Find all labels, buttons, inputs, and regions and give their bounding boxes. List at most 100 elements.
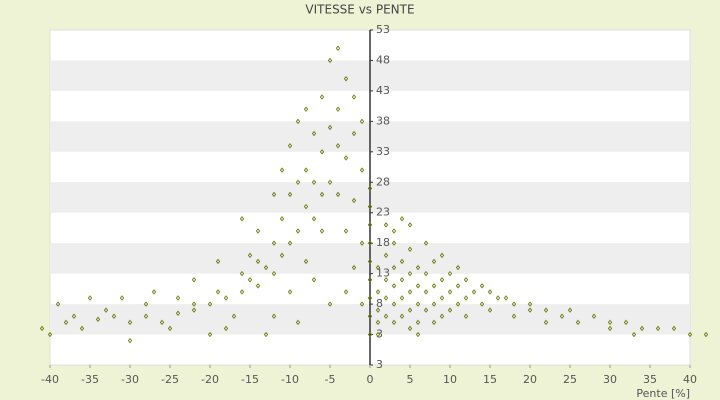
point [319, 228, 325, 234]
point [295, 118, 301, 125]
point [407, 325, 413, 332]
point [247, 252, 253, 259]
point [399, 277, 405, 283]
point [423, 270, 429, 277]
point [375, 331, 381, 338]
point [367, 313, 373, 319]
x-tick-label: -30 [121, 373, 139, 386]
point [391, 301, 397, 307]
point [247, 277, 253, 283]
point [431, 319, 437, 326]
x-tick-label: -15 [241, 373, 259, 386]
point [455, 283, 461, 289]
point [383, 295, 389, 301]
point [431, 283, 437, 289]
point [335, 106, 341, 112]
point [311, 130, 317, 137]
point [623, 319, 629, 326]
point [415, 264, 421, 271]
point [191, 301, 197, 307]
point [327, 57, 333, 64]
point [119, 295, 125, 301]
point [359, 240, 365, 246]
x-tick-label: -35 [81, 373, 99, 386]
y-tick-label: 48 [376, 53, 390, 66]
point [367, 203, 373, 210]
point [487, 307, 493, 313]
point [287, 240, 293, 246]
x-tick-label: 35 [643, 373, 657, 386]
point [215, 258, 221, 265]
point [359, 301, 365, 307]
point [255, 228, 261, 234]
x-tick-label: 10 [443, 373, 457, 386]
point [407, 270, 413, 277]
point [367, 277, 373, 283]
point [287, 191, 293, 198]
point [295, 319, 301, 326]
point [295, 179, 301, 185]
x-tick-label: 5 [407, 373, 414, 386]
point [463, 277, 469, 283]
point [543, 319, 549, 326]
point [407, 246, 413, 252]
y-tick-label: 18 [376, 236, 390, 249]
point [527, 301, 533, 307]
point [279, 216, 285, 222]
point [423, 307, 429, 313]
point [327, 179, 333, 185]
point [255, 283, 261, 289]
point [383, 252, 389, 259]
point [343, 289, 349, 295]
y-tick-label: 23 [376, 206, 390, 219]
point [463, 295, 469, 301]
y-tick-label: 8 [376, 297, 383, 310]
point [415, 301, 421, 307]
x-tick-label: 0 [367, 373, 374, 386]
point [351, 197, 357, 204]
point [367, 222, 373, 228]
x-tick-label: 20 [523, 373, 537, 386]
point [327, 301, 333, 307]
point [271, 240, 277, 246]
point [351, 130, 357, 137]
point [207, 331, 213, 338]
point [191, 307, 197, 313]
point [175, 310, 181, 316]
point [399, 258, 405, 265]
point [287, 289, 293, 295]
point [367, 240, 373, 246]
point [223, 295, 229, 301]
point [359, 167, 365, 173]
point [303, 106, 309, 112]
point [351, 264, 357, 271]
point [375, 289, 381, 295]
point [447, 270, 453, 277]
point [391, 264, 397, 271]
point [631, 331, 637, 338]
point [239, 270, 245, 277]
point [687, 331, 693, 338]
point [383, 313, 389, 319]
point [495, 295, 501, 301]
point [575, 319, 581, 326]
point [143, 301, 149, 307]
point [439, 252, 445, 259]
point [143, 313, 149, 319]
x-tick-label: -10 [281, 373, 299, 386]
point [439, 277, 445, 283]
point [503, 295, 509, 301]
point [559, 313, 565, 319]
point [455, 264, 461, 271]
point [223, 325, 229, 332]
point [399, 216, 405, 222]
point [367, 331, 373, 338]
point [71, 313, 77, 319]
point [391, 319, 397, 326]
y-tick-label: 13 [376, 267, 390, 280]
point [479, 301, 485, 307]
point [447, 307, 453, 313]
point [127, 319, 133, 326]
point [407, 307, 413, 313]
